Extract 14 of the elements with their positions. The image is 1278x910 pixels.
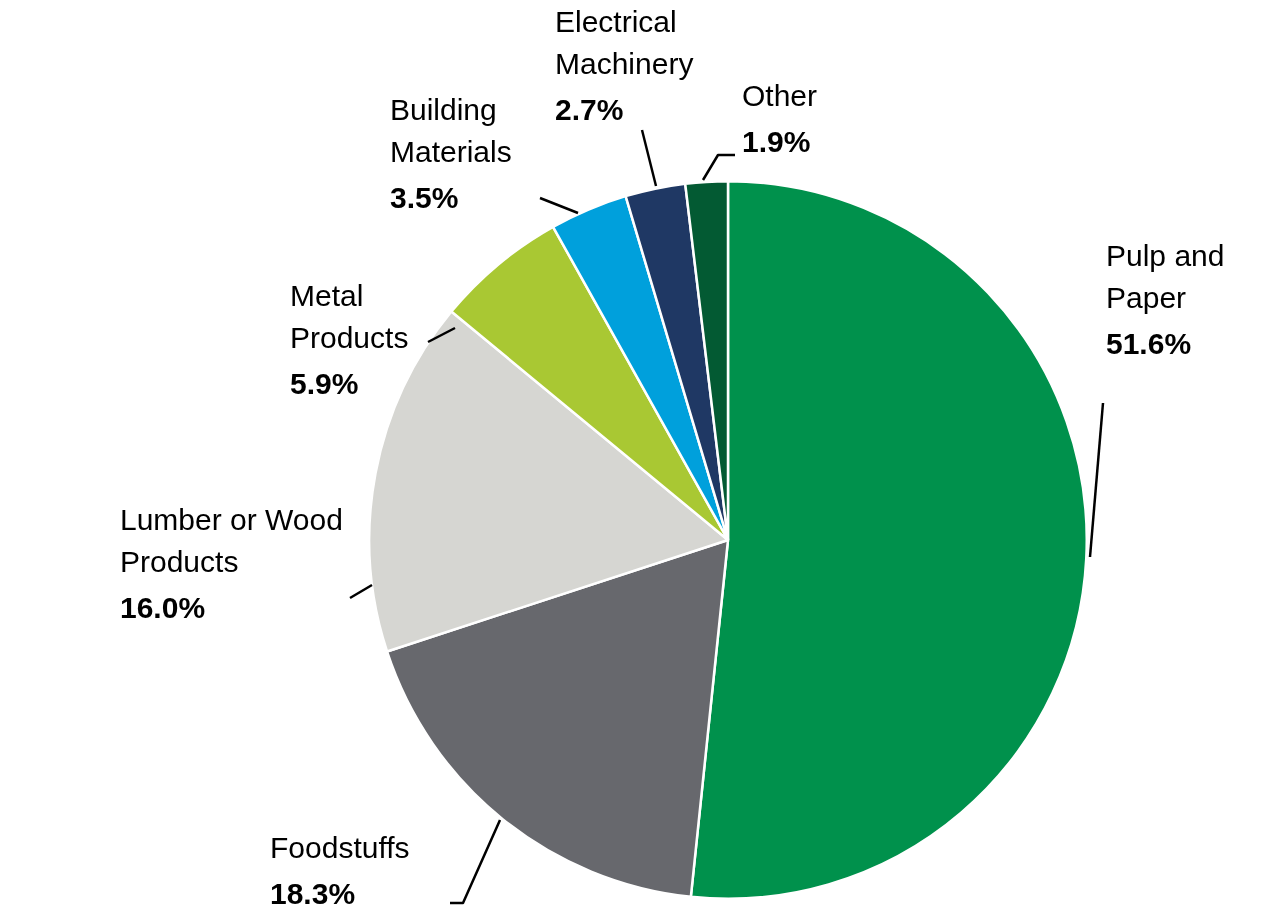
slice-label: Electrical Machinery: [555, 5, 694, 81]
data-label: 18.3%: [270, 877, 356, 910]
data-label: 16.0%: [120, 591, 206, 625]
data-label: 51.6%: [1106, 327, 1192, 361]
data-label: 3.5%: [390, 181, 459, 215]
slice-label: Building Materials: [390, 93, 512, 169]
data-label: 5.9%: [290, 367, 359, 401]
slice-label: Other: [742, 79, 818, 113]
slice-label: Metal Products: [290, 279, 409, 355]
slice-label: Foodstuffs: [270, 831, 410, 865]
data-label: 1.9%: [742, 125, 811, 159]
data-label: 2.7%: [555, 93, 624, 127]
slice-label: Lumber or Wood Products: [120, 503, 343, 579]
slice-label: Pulp and Paper: [1106, 239, 1225, 315]
